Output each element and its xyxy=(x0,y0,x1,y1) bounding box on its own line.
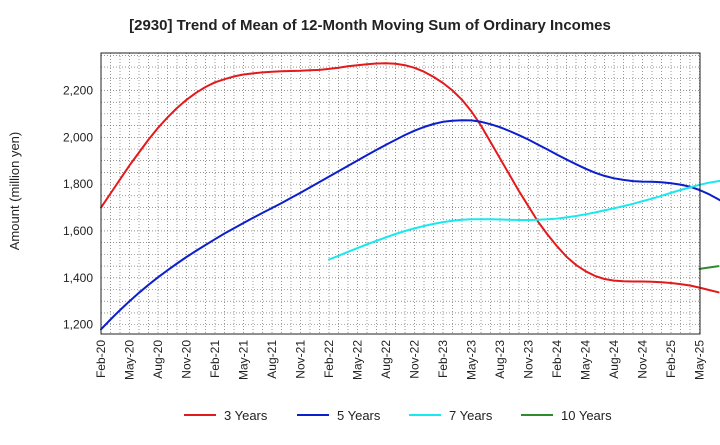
plot-border xyxy=(100,52,701,335)
legend-label: 7 Years xyxy=(449,408,493,423)
x-tick-label: Aug-22 xyxy=(379,340,393,379)
x-tick-label: Nov-20 xyxy=(180,340,194,379)
y-tick-label: 1,600 xyxy=(63,224,93,238)
legend-label: 3 Years xyxy=(224,408,268,423)
legend-label: 10 Years xyxy=(561,408,612,423)
x-tick-label: Feb-23 xyxy=(436,340,450,378)
series-line-3-years xyxy=(100,62,720,294)
series-line-10-years xyxy=(698,265,720,270)
x-tick-label: Aug-20 xyxy=(151,340,165,379)
x-tick-label: May-21 xyxy=(237,340,251,380)
y-axis-label: Amount (million yen) xyxy=(7,132,22,251)
x-tick-label: Aug-24 xyxy=(607,340,621,379)
x-tick-label: May-24 xyxy=(579,340,593,380)
y-tick-label: 1,800 xyxy=(63,177,93,191)
y-tick-label: 2,200 xyxy=(63,83,93,97)
x-tick-label: Nov-21 xyxy=(294,340,308,379)
y-tick-label: 2,000 xyxy=(63,130,93,144)
plot-background xyxy=(101,53,700,334)
x-tick-label: May-25 xyxy=(693,340,707,380)
x-tick-label: May-23 xyxy=(465,340,479,380)
chart-title: [2930] Trend of Mean of 12-Month Moving … xyxy=(129,17,611,34)
x-tick-label: Feb-21 xyxy=(208,340,222,378)
y-tick-label: 1,200 xyxy=(63,318,93,332)
x-tick-label: Nov-23 xyxy=(522,340,536,379)
x-tick-label: Feb-25 xyxy=(664,340,678,378)
x-tick-label: Feb-20 xyxy=(94,340,108,378)
x-tick-label: Aug-21 xyxy=(265,340,279,379)
series-line-5-years xyxy=(100,119,720,331)
plot-area: 1,200 1,400 1,600 1,800 2,000 2,200 Feb-20 May-… xyxy=(63,52,720,380)
legend: 3 Years 5 Years 7 Years 10 Years xyxy=(184,408,612,423)
legend-label: 5 Years xyxy=(337,408,381,423)
x-tick-label: Nov-24 xyxy=(636,340,650,379)
y-tick-label: 1,400 xyxy=(63,271,93,285)
x-tick-label: May-20 xyxy=(123,340,137,380)
x-tick-label: Feb-22 xyxy=(322,340,336,378)
series-line-7-years xyxy=(328,179,720,261)
x-tick-label: May-22 xyxy=(351,340,365,380)
x-tick-label: Aug-23 xyxy=(493,340,507,379)
x-tick-label: Nov-22 xyxy=(408,340,422,379)
x-tick-label: Feb-24 xyxy=(550,340,564,378)
